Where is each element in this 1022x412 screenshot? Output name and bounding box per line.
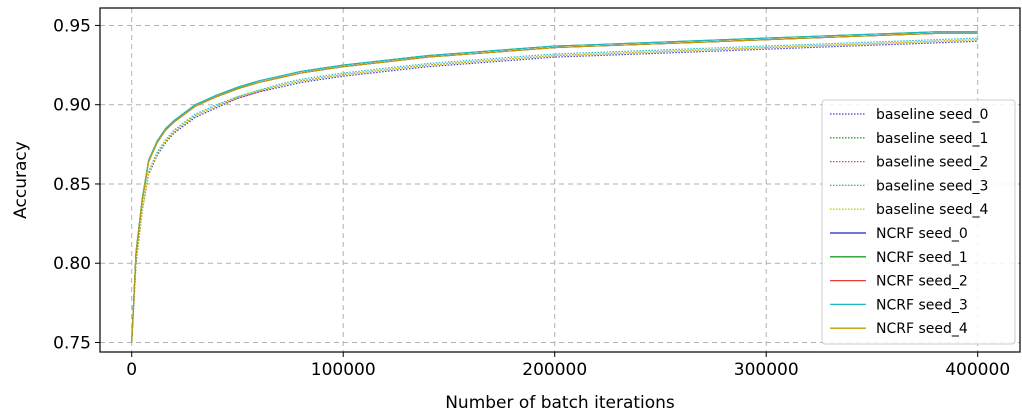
legend-label-2: baseline seed_2 [876,155,988,171]
legend-label-1: baseline seed_1 [876,131,988,147]
plot-area [99,7,1021,353]
legend-label-7: NCRF seed_2 [876,274,968,290]
legend-label-4: baseline seed_4 [876,202,988,218]
y-axis-label: Accuracy [11,141,31,219]
series-line-4 [131,39,978,343]
legend-label-8: NCRF seed_3 [876,297,968,313]
x-tick-label: 100000 [311,360,376,380]
y-tick-label: 0.90 [53,96,91,116]
x-axis-label: Number of batch iterations [445,393,675,412]
series-line-3 [131,37,978,343]
y-tick-label: 0.95 [53,16,91,36]
series-lines [131,31,978,343]
y-tick-label: 0.75 [53,333,91,353]
series-line-8 [131,31,978,343]
series-line-0 [131,40,978,343]
legend-box [821,99,1016,345]
series-line-9 [131,32,978,343]
legend-label-6: NCRF seed_1 [876,250,968,266]
x-tick-label: 300000 [734,360,799,380]
y-tick-label: 0.85 [53,175,91,195]
legend-label-9: NCRF seed_4 [876,321,968,337]
legend-label-3: baseline seed_3 [876,178,988,194]
y-tick-label: 0.80 [53,254,91,274]
x-tick-label: 400000 [945,360,1010,380]
axis-ticks: 0 100000 200000 300000 400000 0.75 0.80 0.85 0.9… [53,16,1010,380]
legend-label-0: baseline seed_0 [876,107,988,123]
legend-label-5: NCRF seed_0 [876,226,968,242]
legend: baseline seed_0 baseline seed_1 baseline s… [821,99,1016,345]
x-tick-label: 0 [126,360,137,380]
x-tick-label: 200000 [522,360,587,380]
